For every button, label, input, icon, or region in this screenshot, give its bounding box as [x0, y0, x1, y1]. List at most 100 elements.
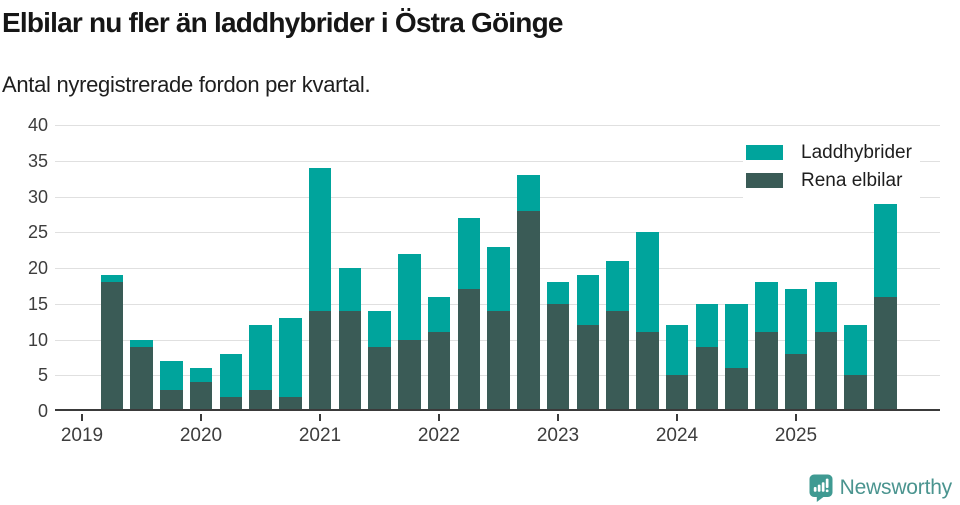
bar-2025-q1-rena-elbilar: [784, 353, 808, 411]
y-tick-label-20: 20: [27, 258, 48, 278]
bar-2023-q3-rena-elbilar: [606, 310, 629, 411]
bar-2019-q3-rena-elbilar: [130, 346, 153, 411]
bar-2025-q1-laddhybrider: [784, 289, 808, 354]
x-tick-label-2020: 2020: [179, 425, 223, 446]
bar-2019-q3-laddhybrider: [130, 339, 153, 347]
bar-2020-q1-rena-elbilar: [189, 382, 213, 411]
bar-2024-q3-laddhybrider: [725, 303, 748, 369]
bar-2024-q2-rena-elbilar: [695, 346, 718, 411]
x-tick-2023: [557, 414, 559, 421]
bar-2021-q3-laddhybrider: [368, 310, 391, 347]
bar-2024-q3-rena-elbilar: [725, 368, 748, 411]
x-tick-label-2025: 2025: [774, 425, 818, 446]
bar-2025-q3-laddhybrider: [844, 325, 867, 376]
y-tick-label-10: 10: [27, 329, 48, 350]
bar-2023-q2-laddhybrider: [576, 275, 599, 326]
y-tick-label-5: 5: [37, 365, 48, 386]
bar-2019-q4-laddhybrider: [160, 360, 183, 390]
bar-2023-q1-laddhybrider: [546, 282, 570, 304]
bar-2023-q4-rena-elbilar: [636, 332, 659, 411]
y-axis: 0 5 10 15 20 25 30 35 40: [0, 115, 48, 421]
y-tick-label-35: 35: [27, 150, 48, 171]
bar-2022-q2-laddhybrider: [457, 217, 480, 290]
bar-2019-q2-rena-elbilar: [100, 282, 123, 411]
legend-item-laddhybrider: Laddhybrider: [746, 143, 912, 162]
bar-2024-q4-laddhybrider: [755, 282, 778, 333]
bar-2022-q2-rena-elbilar: [457, 289, 480, 411]
bar-2019-q4-rena-elbilar: [160, 389, 183, 411]
bar-2022-q3-rena-elbilar: [487, 310, 510, 411]
x-axis: 2019 2020 2021 2022 2023 2024 2025: [55, 411, 940, 459]
x-tick-label-2022: 2022: [417, 425, 461, 446]
bar-2024-q1-rena-elbilar: [665, 375, 689, 411]
bar-2022-q1-rena-elbilar: [427, 332, 451, 411]
brand-name: Newsworthy: [839, 476, 953, 499]
x-tick-label-2021: 2021: [298, 425, 342, 446]
bar-2021-q4-laddhybrider: [398, 253, 421, 340]
x-tick-2021: [319, 414, 321, 421]
legend-item-rena-elbilar: Rena elbilar: [746, 171, 912, 190]
bar-2025-q2-laddhybrider: [814, 282, 837, 333]
x-tick-label-2023: 2023: [536, 425, 580, 446]
gridline-y-25: [55, 232, 940, 234]
plot-area: Laddhybrider Rena elbilar: [55, 125, 940, 411]
bar-2021-q1-laddhybrider: [308, 167, 332, 311]
bar-chart: 0 5 10 15 20 25 30 35 40 Laddhybrider Rena elbila…: [0, 115, 940, 459]
x-axis-line: [55, 409, 940, 411]
bar-2024-q1-laddhybrider: [665, 325, 689, 376]
bar-2022-q4-laddhybrider: [517, 175, 540, 211]
bar-2024-q4-rena-elbilar: [755, 332, 778, 411]
bar-2020-q3-rena-elbilar: [249, 389, 272, 411]
bar-2020-q3-laddhybrider: [249, 325, 272, 390]
logo-bar-chart-glyph: [813, 478, 829, 493]
bar-2025-q4-laddhybrider: [874, 203, 897, 297]
gridline-y-40: [55, 125, 940, 126]
y-tick-label-30: 30: [27, 186, 48, 207]
y-tick-label-0: 0: [37, 401, 48, 421]
bar-2025-q4-rena-elbilar: [874, 296, 897, 411]
bar-2020-q4-rena-elbilar: [279, 396, 302, 411]
bar-2019-q2-laddhybrider: [100, 275, 123, 283]
legend-label-rena-elbilar: Rena elbilar: [801, 170, 903, 191]
x-tick-2020: [200, 414, 202, 421]
bar-2024-q2-laddhybrider: [695, 303, 718, 347]
bar-2020-q4-laddhybrider: [279, 318, 302, 397]
bar-2023-q4-laddhybrider: [636, 232, 659, 333]
page-subtitle: Antal nyregistrerade fordon per kvartal.: [2, 72, 371, 97]
legend: Laddhybrider Rena elbilar: [743, 140, 920, 200]
x-tick-label-2024: 2024: [655, 425, 699, 446]
bar-2023-q2-rena-elbilar: [576, 325, 599, 411]
bar-2023-q3-laddhybrider: [606, 260, 629, 311]
bar-2021-q4-rena-elbilar: [398, 339, 421, 411]
x-tick-2024: [676, 414, 678, 421]
page-title: Elbilar nu fler än laddhybrider i Östra …: [2, 7, 563, 38]
x-tick-2022: [438, 414, 440, 421]
bar-2020-q2-laddhybrider: [219, 353, 242, 397]
legend-swatch-laddhybrider: [746, 145, 783, 160]
gridline-y-35: [55, 160, 940, 162]
x-tick-2019: [81, 414, 83, 421]
chart-header: Elbilar nu fler än laddhybrider i Östra …: [2, 0, 958, 97]
bar-2022-q1-laddhybrider: [427, 296, 451, 333]
y-tick-label-25: 25: [27, 222, 48, 243]
bar-2022-q3-laddhybrider: [487, 246, 510, 311]
bar-2020-q1-laddhybrider: [189, 368, 213, 383]
x-tick-2025: [795, 414, 797, 421]
brand-footer: Newsworthy: [809, 474, 952, 502]
gridline-y-30: [55, 196, 940, 198]
newsworthy-logo-icon: [809, 474, 833, 502]
bar-2025-q3-rena-elbilar: [844, 375, 867, 411]
legend-swatch-rena-elbilar: [746, 173, 783, 188]
bar-2021-q2-laddhybrider: [338, 268, 361, 311]
bar-2021-q2-rena-elbilar: [338, 310, 361, 411]
x-tick-label-2019: 2019: [60, 425, 104, 446]
y-tick-label-15: 15: [27, 293, 48, 314]
bar-2022-q4-rena-elbilar: [517, 210, 540, 411]
legend-label-laddhybrider: Laddhybrider: [801, 142, 912, 163]
bar-2023-q1-rena-elbilar: [546, 303, 570, 411]
y-tick-label-40: 40: [27, 115, 48, 135]
bar-2021-q3-rena-elbilar: [368, 346, 391, 411]
bar-2020-q2-rena-elbilar: [219, 396, 242, 411]
bar-2021-q1-rena-elbilar: [308, 310, 332, 411]
